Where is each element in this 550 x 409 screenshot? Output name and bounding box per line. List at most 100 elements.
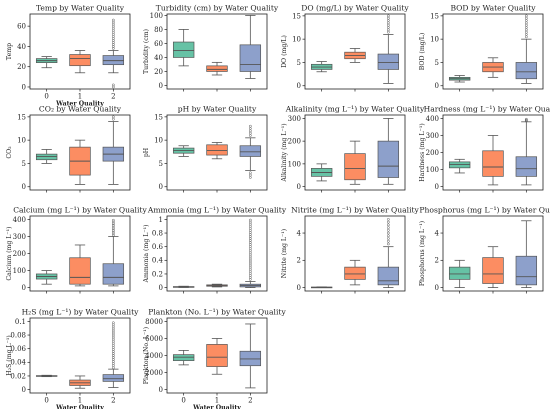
box-group-1 — [206, 338, 228, 375]
y-tick-label: 100 — [150, 12, 163, 20]
box-group-1 — [344, 48, 366, 63]
box-iqr — [102, 263, 125, 285]
outlier-point — [524, 19, 528, 22]
y-tick-label: 20 — [154, 68, 163, 76]
box-iqr — [515, 255, 538, 286]
box-iqr — [172, 41, 195, 58]
outlier-point — [111, 321, 115, 325]
y-tick-label: 0 — [159, 82, 163, 90]
y-axis-label: Calcium (mg L⁻¹) — [6, 226, 13, 280]
subplot-12: Phosphorus (mg L⁻¹) by Water Quality 0 2 4 P… — [419, 206, 550, 294]
y-tick-label: 300 — [13, 233, 26, 241]
outlier-point — [524, 26, 528, 29]
y-tick-label: 0.8 — [152, 229, 163, 237]
outlier-point — [111, 229, 115, 232]
y-tick-label: 100 — [13, 267, 26, 275]
y-tick-label: 0 — [435, 284, 439, 292]
box-iqr — [448, 266, 471, 280]
outlier-point — [386, 21, 390, 25]
outlier-point — [111, 227, 115, 231]
outlier-point — [111, 117, 115, 121]
subplot-title: Ammonia (mg L⁻¹) by Water Quality — [147, 206, 287, 215]
box-group-2 — [239, 15, 262, 79]
outlier-point — [524, 118, 528, 122]
box-group-0 — [448, 75, 471, 83]
y-tick-label: 2 — [435, 257, 439, 265]
y-tick-label: 15 — [292, 12, 301, 20]
box-group-2 — [377, 118, 400, 185]
outlier-point — [524, 16, 528, 20]
box-iqr — [377, 53, 400, 70]
box-group-0 — [35, 270, 58, 285]
outlier-point — [111, 230, 115, 234]
outlier-point — [524, 33, 528, 36]
subplot-14: Plankton (No. L⁻¹) by Water Quality 0 2000… — [143, 308, 286, 409]
subplot-11: Nitrite (mg L⁻¹) by Water Quality 0 2 4 Nitr… — [281, 206, 420, 294]
outlier-point — [386, 231, 390, 235]
y-tick-label: 0 — [159, 386, 163, 394]
outlier-point — [386, 220, 390, 224]
y-tick-label: 4000 — [145, 352, 163, 360]
y-tick-label: 0.4 — [152, 257, 164, 265]
outlier-point — [248, 127, 252, 130]
box-group-2 — [515, 220, 538, 288]
outlier-point — [248, 218, 252, 222]
box-group-1 — [344, 259, 366, 286]
y-axis-label: Turbidity (cm) — [143, 29, 150, 74]
outlier-point — [111, 18, 115, 22]
subplot-7: Alkalinity (mg L⁻¹) by Water Quality 0 100… — [281, 105, 425, 193]
outlier-point — [524, 119, 528, 123]
y-tick-label: 10 — [430, 36, 439, 44]
box-group-1 — [206, 142, 228, 160]
y-tick-label: 300 — [288, 115, 301, 123]
box-group-1 — [206, 61, 228, 76]
x-tick-label: 1 — [215, 397, 219, 405]
box-group-0 — [35, 56, 58, 69]
x-axis-label: Water Quality — [55, 101, 104, 108]
box-group-1 — [482, 135, 504, 186]
y-tick-label: 5 — [22, 160, 26, 168]
outlier-point — [524, 23, 528, 27]
box-group-1 — [482, 246, 504, 288]
y-tick-label: 20 — [17, 63, 26, 71]
y-tick-label: 2000 — [145, 369, 163, 377]
outlier-point — [111, 224, 115, 227]
y-tick-label: 200 — [288, 138, 301, 146]
y-tick-label: 40 — [154, 54, 163, 62]
outlier-point — [111, 218, 115, 222]
y-axis-label: Nitrite (mg L⁻¹) — [281, 229, 288, 278]
y-tick-label: 6000 — [145, 335, 163, 343]
outlier-point — [386, 19, 390, 22]
outlier-point — [386, 28, 390, 32]
box-group-1 — [482, 57, 504, 78]
y-tick-label: 0 — [297, 82, 301, 90]
x-tick-label: 2 — [111, 93, 115, 101]
y-tick-label: 4 — [435, 229, 440, 237]
outlier-point — [386, 23, 390, 27]
outlier-point — [111, 83, 115, 87]
y-axis-label: DO (mg/L) — [281, 35, 288, 68]
box-group-0 — [448, 259, 471, 288]
y-tick-label: 0 — [297, 284, 301, 292]
y-tick-label: 2 — [297, 257, 301, 265]
subplot-1: Temp by Water Quality 0 20 40 60 Temp 0 1 2 Water… — [6, 4, 131, 108]
subplot-4: BOD by Water Quality 0 5 10 15 BOD (mg/L) — [419, 4, 544, 92]
outlier-point — [248, 173, 252, 177]
box-group-0 — [448, 158, 471, 174]
y-tick-label: 200 — [426, 149, 439, 157]
x-tick-label: 0 — [181, 397, 185, 405]
box-group-0 — [35, 149, 58, 164]
x-tick-label: 0 — [44, 93, 48, 101]
box-group-2 — [377, 14, 400, 84]
box-group-2 — [377, 218, 400, 288]
box-group-2 — [239, 124, 262, 179]
subplot-10: Ammonia (mg L⁻¹) by Water Quality 0 0.2 0.4… — [143, 206, 287, 294]
box-iqr — [344, 153, 366, 181]
y-tick-label: 15 — [154, 113, 163, 121]
subplot-9: Calcium (mg L⁻¹) by Water Quality 0 100 200… — [6, 206, 147, 294]
outlier-point — [111, 232, 115, 236]
y-tick-label: 10 — [292, 36, 301, 44]
subplot-title: Turbidity (cm) by Water Quality — [156, 4, 279, 13]
y-tick-label: 5 — [297, 59, 301, 67]
